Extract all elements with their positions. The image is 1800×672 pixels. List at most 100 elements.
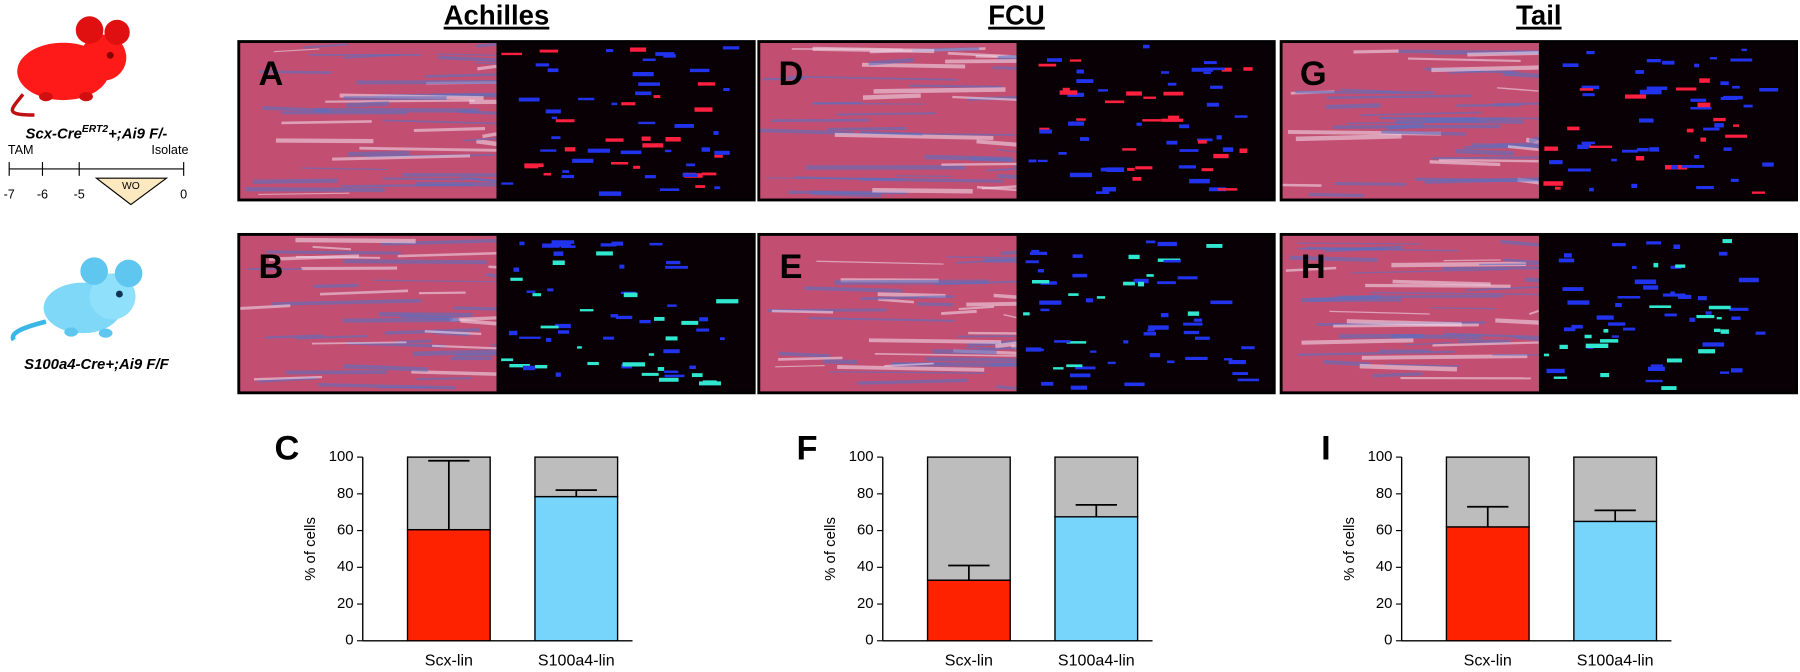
y-axis-label: % of cells [1341,517,1358,581]
panel-letter: H [1301,248,1326,286]
fiber-streak [1529,309,1540,315]
fiber-streak [812,46,935,54]
micrograph-panel [1279,40,1798,202]
fiber-streak [1387,122,1424,131]
fiber-streak [804,286,903,293]
fiber-streak [765,177,904,180]
bar-segment [926,579,1011,642]
fiber-streak [1305,246,1387,251]
fiber-streak [356,80,497,85]
fiber-streak [1360,111,1483,117]
x-tick-label: Scx-lin [425,652,473,670]
fiber-streak [238,304,291,310]
fiber-streak [475,42,497,48]
fiber-streak [460,318,497,326]
fiber-streak [788,75,958,81]
fiber-streak [778,356,843,361]
fiber-streak [400,314,453,321]
red-mouse-icon [10,16,130,117]
label-part: Scx-Cre [26,125,82,142]
fiber-streak [1424,177,1539,184]
fiber-streak [1385,363,1460,368]
washout-label: WO [122,181,140,192]
chart-letter: C [275,429,300,467]
fiber-streak [1329,310,1430,315]
fiber-streak [836,112,937,116]
fiber-streak [862,93,921,100]
panel-border [237,40,756,202]
y-tick-label: 60 [337,522,354,539]
fiber-streak [1285,266,1337,272]
fiber-streak [908,84,1002,88]
fiber-streak [437,55,497,62]
fluorescence-image [496,41,755,200]
fiber-streak [1013,165,1017,169]
fiber-streak [313,283,359,289]
fiber-streak [343,259,487,265]
bar-segment [926,456,1011,581]
fiber-streak [1326,94,1472,100]
fiber-streak [874,352,1017,357]
fiber-streak [301,167,388,171]
fiber-streak [382,119,497,125]
timeline [8,162,185,206]
chart-letter: F [796,429,817,467]
fiber-streak [1495,318,1539,325]
fiber-streak [945,59,1017,64]
fiber-streak [325,99,475,103]
fiber-streak [775,364,825,368]
fiber-streak [1494,142,1539,145]
fiber-streak [1443,259,1501,262]
fiber-streak [1295,134,1402,142]
fiber-streak [946,256,1017,259]
fiber-streak [771,309,834,314]
fiber-streak [941,162,1017,166]
fiber-streak [1381,130,1466,136]
fiber-streak [1503,258,1539,264]
fiber-streak [868,58,914,66]
fiber-streak [302,43,348,49]
y-tick-label: 60 [857,522,874,539]
fiber-streak [1432,156,1539,160]
timeline-tick: 0 [180,188,187,202]
x-tick-label: Scx-lin [1464,652,1512,670]
mouse-label: Scx-CreERT2+;Ai9 F/- [26,124,168,143]
fiber-streak [418,291,466,295]
fiber-streak [872,187,973,194]
fiber-streak [1300,297,1402,303]
fluorescence-image [496,234,755,393]
fiber-streak [343,53,400,59]
fiber-streak [453,306,497,311]
fiber-streak [1372,372,1423,378]
fiber-streak [266,250,401,255]
x-tick-label: S100a4-lin [1577,652,1654,670]
fiber-streak [359,146,497,152]
blue-mouse-icon [10,257,143,342]
fiber-streak [382,177,466,181]
fiber-streak [425,73,497,78]
fiber-streak [1346,319,1462,327]
fiber-streak [816,260,944,265]
fiber-streak [413,127,486,133]
fiber-streak [412,349,497,357]
fiber-streak [837,365,985,372]
fiber-streak [976,185,1017,192]
fiber-streak [1390,334,1482,340]
panel-letter: D [779,55,804,93]
fiber-streak [1528,136,1540,144]
fiber-streak [860,295,955,301]
fiber-streak [1308,192,1364,198]
fiber-streak [829,371,986,374]
fiber-streak [318,383,456,390]
y-axis-label: % of cells [822,517,839,581]
fiber-streak [482,132,497,139]
bar-segment [1054,516,1139,642]
fiber-streak [341,183,474,188]
fiber-streak [252,178,338,184]
fiber-streak [834,279,989,285]
fiber-streak [1353,49,1399,54]
fiber-streak [455,352,497,357]
fiber-streak [245,187,385,193]
timeline-label: Isolate [151,143,188,157]
